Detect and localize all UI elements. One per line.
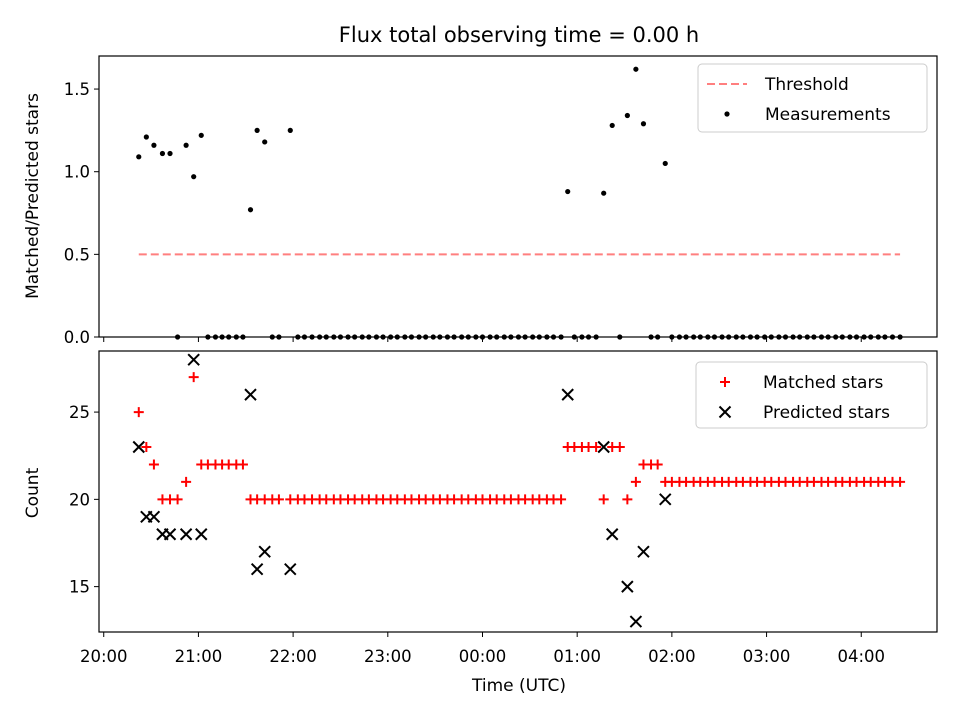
count-ytick-label-1: 20: [69, 490, 90, 509]
measurements-legend-label: Measurements: [765, 105, 891, 125]
xtick-label-5: 01:00: [553, 647, 601, 666]
matched-stars-point-71: [652, 459, 663, 470]
predicted-stars-legend-label: Predicted stars: [763, 403, 890, 423]
ratio-ytick-label-3: 1.5: [64, 80, 90, 99]
xtick-label-8: 04:00: [837, 647, 885, 666]
predicted-stars-point-16: [629, 615, 643, 628]
predicted-stars-point-14: [606, 528, 619, 541]
matched-stars-point-7: [188, 372, 199, 383]
xtick-label-4: 00:00: [459, 647, 507, 666]
matched-stars-point-66: [614, 441, 625, 452]
matched-stars-point-68: [630, 476, 641, 487]
predicted-stars-point-13: [597, 440, 610, 454]
measurements-point-59: [565, 188, 571, 195]
ratio-panel: Matched/Predicted stars 0.0 0.5 1.0 1.5 Thre…: [23, 55, 938, 347]
count-ylabel: Count: [23, 467, 43, 518]
predicted-stars-legend-swatch: [718, 405, 732, 419]
count-panel: Count 15 20 25 20:00 21:00 22:00 23:00 00:00 01:…: [23, 350, 938, 666]
predicted-stars-point-5: [179, 528, 193, 541]
xtick-label-0: 20:00: [80, 647, 128, 666]
predicted-stars-point-17: [637, 545, 650, 558]
x-axis-label: Time (UTC): [471, 676, 566, 696]
measurements-point-0: [136, 154, 142, 160]
measurements-legend-swatch: [724, 111, 730, 117]
ratio-ylabel: Matched/Predicted stars: [23, 93, 43, 299]
predicted-stars-point-6: [187, 353, 200, 366]
matched-stars-point-5: [172, 494, 183, 505]
measurements-point-20: [287, 127, 293, 133]
matched-stars-point-105: [895, 476, 906, 487]
predicted-stars-point-0: [132, 440, 145, 454]
ratio-legend: Threshold Measurements: [697, 63, 928, 133]
measurements-point-2: [151, 142, 157, 148]
matched-stars-point-0: [133, 407, 144, 418]
measurements-point-65: [609, 122, 615, 129]
measurements-point-1: [143, 134, 149, 140]
xtick-label-7: 03:00: [743, 647, 791, 666]
measurements-point-69: [640, 121, 647, 127]
ratio-axes-frame: [98, 55, 938, 338]
xtick-label-3: 23:00: [364, 647, 412, 666]
count-legend-box: [695, 361, 928, 429]
matched-stars-point-2: [148, 459, 159, 470]
measurements-point-17: [262, 139, 268, 145]
chart-title: Flux total observing time = 0.00 h: [339, 23, 699, 47]
measurements-point-4: [167, 150, 173, 157]
matched-stars-legend-label: Matched stars: [763, 373, 883, 393]
predicted-stars-point-11: [284, 562, 297, 576]
matched-stars-point-63: [591, 441, 602, 452]
xtick-label-1: 21:00: [175, 647, 223, 666]
measurements-point-3: [159, 150, 166, 157]
predicted-stars-point-9: [250, 562, 264, 576]
predicted-stars-point-15: [621, 580, 634, 593]
measurements-point-6: [183, 142, 189, 148]
threshold-legend-label: Threshold: [764, 75, 849, 95]
matched-stars-point-14: [237, 459, 248, 470]
matched-stars-point-1: [141, 441, 152, 452]
predicted-stars-point-10: [258, 545, 271, 558]
ratio-ytick-label-1: 0.5: [64, 245, 90, 264]
matched-stars-point-64: [598, 494, 609, 505]
count-axes-frame: [98, 350, 938, 633]
matched-stars-point-67: [622, 494, 633, 505]
matched-stars-point-19: [273, 494, 284, 505]
predicted-stars-point-4: [163, 528, 177, 541]
ratio-legend-box: [697, 63, 928, 133]
measurements-point-7: [191, 174, 197, 180]
predicted-stars-point-8: [244, 388, 257, 401]
count-ytick-label-2: 25: [69, 403, 90, 422]
predicted-stars-point-7: [195, 528, 208, 541]
matched-stars-point-58: [556, 494, 567, 505]
measurements-point-64: [601, 190, 607, 196]
matched-stars-legend-swatch: [720, 377, 730, 387]
xtick-label-2: 22:00: [269, 647, 317, 666]
measurements-point-8: [198, 132, 204, 138]
predicted-stars-point-2: [147, 510, 161, 524]
predicted-stars-point-18: [659, 493, 672, 506]
measurements-point-72: [662, 160, 668, 167]
predicted-stars-point-12: [561, 388, 574, 401]
measurements-point-16: [254, 127, 260, 133]
measurements-point-68: [633, 66, 639, 72]
measurements-point-67: [624, 112, 630, 119]
xtick-label-6: 02:00: [648, 647, 696, 666]
ratio-ytick-label-2: 1.0: [64, 163, 90, 182]
count-ytick-label-0: 15: [69, 578, 90, 597]
measurements-point-15: [247, 207, 254, 213]
matched-stars-point-6: [181, 476, 192, 487]
count-legend: Matched stars Predicted stars: [695, 361, 928, 429]
ratio-ytick-label-0: 0.0: [64, 328, 90, 347]
